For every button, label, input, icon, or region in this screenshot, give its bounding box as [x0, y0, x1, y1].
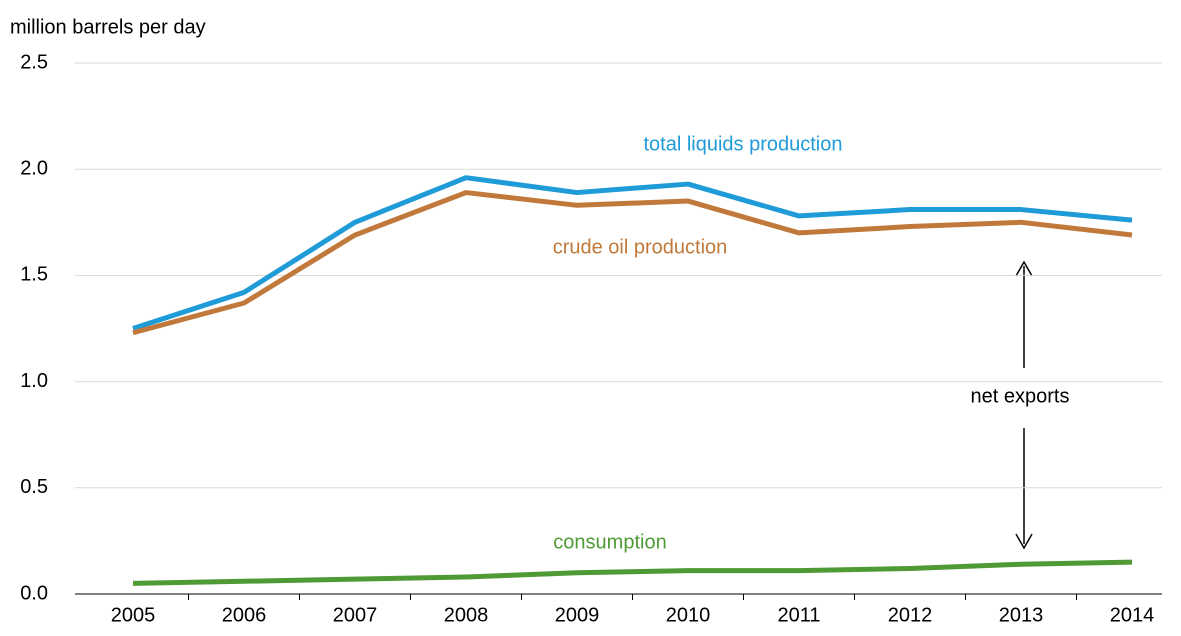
x-tick-label: 2007	[333, 604, 378, 626]
x-tick-label: 2009	[555, 604, 600, 626]
series-label: total liquids production	[643, 133, 842, 155]
y-tick-label: 1.0	[20, 370, 48, 392]
x-tick-label: 2011	[777, 604, 820, 626]
series-label: crude oil production	[553, 236, 728, 258]
series-label: consumption	[553, 531, 666, 553]
y-tick-label: 0.5	[20, 476, 48, 498]
annotation: net exports	[971, 385, 1070, 407]
x-tick-label: 2006	[222, 604, 267, 626]
x-tick-label: 2012	[888, 604, 933, 626]
series-line	[132, 190, 1133, 336]
y-tick-label: 2.5	[20, 51, 48, 73]
series-line	[132, 559, 1133, 586]
series-line	[132, 175, 1133, 331]
y-axis-label: million barrels per day	[10, 16, 206, 38]
x-tick-label: 2005	[111, 604, 156, 626]
y-tick-label: 0.0	[20, 582, 48, 604]
x-tick-label: 2014	[1110, 604, 1155, 626]
x-tick-label: 2013	[999, 604, 1044, 626]
x-tick-label: 2010	[666, 604, 711, 626]
y-tick-label: 2.0	[20, 157, 48, 179]
y-tick-label: 1.5	[20, 264, 48, 286]
x-tick-label: 2008	[444, 604, 489, 626]
net-exports-arrow	[1015, 260, 1033, 550]
